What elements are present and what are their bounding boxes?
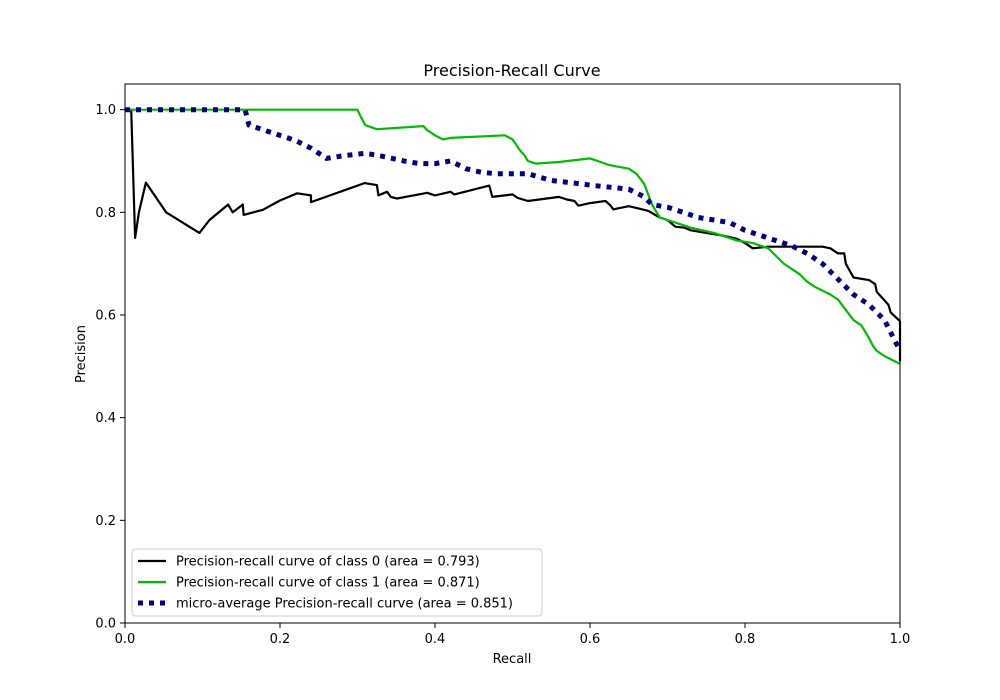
y-tick-label: 0.0 — [95, 617, 116, 632]
y-axis-label: Precision — [74, 325, 89, 383]
x-axis-ticks: 0.0 0.2 0.4 0.6 0.8 1.0 — [115, 623, 911, 647]
x-tick-label: 0.6 — [580, 632, 601, 647]
series-line-1 — [125, 108, 901, 365]
legend-label-0: Precision-recall curve of class 0 (area … — [176, 555, 480, 570]
plot-frame — [124, 83, 901, 624]
x-axis-label: Recall — [493, 652, 532, 667]
x-tick-label: 0.4 — [425, 632, 446, 647]
y-tick-label: 0.6 — [95, 309, 116, 324]
x-tick-label: 0.8 — [735, 632, 756, 647]
series-line-2 — [125, 107, 903, 353]
x-tick-label: 1.0 — [890, 632, 911, 647]
series-line-0 — [125, 108, 902, 362]
y-tick-label: 0.4 — [95, 411, 116, 426]
y-tick-label: 0.2 — [95, 514, 116, 529]
x-tick-label: 0.2 — [270, 632, 291, 647]
legend-label-1: Precision-recall curve of class 1 (area … — [176, 576, 480, 591]
legend: Precision-recall curve of class 0 (area … — [131, 548, 543, 617]
y-tick-label: 0.8 — [95, 206, 116, 221]
legend-box — [131, 548, 543, 617]
series-layer — [125, 107, 903, 365]
x-tick-label: 0.0 — [115, 632, 136, 647]
y-axis-ticks: 0.0 0.2 0.4 0.6 0.8 1.0 — [95, 103, 125, 632]
chart-title: Precision-Recall Curve — [423, 61, 600, 80]
y-tick-label: 1.0 — [95, 103, 116, 118]
legend-label-2: micro-average Precision-recall curve (ar… — [176, 597, 513, 612]
